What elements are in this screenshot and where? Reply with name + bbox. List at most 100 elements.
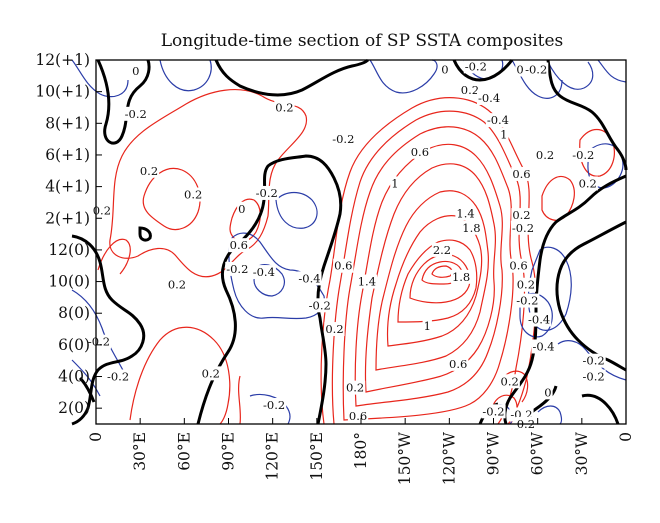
zero-contour xyxy=(555,220,627,372)
contour-label: -0.2 xyxy=(583,354,605,368)
contour-label: 0.6 xyxy=(449,357,467,371)
negative-contour xyxy=(159,59,212,92)
contour-label: -0.4 xyxy=(298,271,320,285)
contour-label: 0.2 xyxy=(579,176,597,190)
positive-contour xyxy=(129,326,231,425)
zero-contour xyxy=(503,174,627,425)
contour-label: 0 xyxy=(132,64,139,78)
contour-label: 0.2 xyxy=(512,208,530,222)
contour-label-bg xyxy=(511,208,532,223)
contour-label-bg xyxy=(448,356,469,371)
x-tick-label: 120°W xyxy=(440,432,458,485)
y-tick-label: 4(0) xyxy=(58,368,90,386)
y-tick-label: 12(+1) xyxy=(35,51,90,69)
positive-contour xyxy=(237,375,242,425)
positive-contour xyxy=(229,198,261,242)
contour-label-bg xyxy=(511,166,532,181)
x-tick-label: 150°W xyxy=(396,432,414,485)
y-tick-label: 8(+1) xyxy=(45,114,90,132)
contour-label-bg xyxy=(476,90,502,105)
contour-label-bg xyxy=(508,258,529,273)
contour-label-bg xyxy=(531,339,556,354)
contour-label-bg xyxy=(527,312,552,327)
y-tick-label: 2(0) xyxy=(58,399,90,417)
contour-label-bg xyxy=(183,187,204,202)
contour-label: -0.2 xyxy=(512,221,534,235)
contour-label: 1 xyxy=(500,127,507,141)
zero-contour xyxy=(138,226,152,242)
contour-label-bg xyxy=(324,322,345,337)
contour-label: -0.4 xyxy=(532,339,554,353)
contour-label-bg xyxy=(105,369,131,384)
contour-label-bg xyxy=(390,176,400,191)
contour-label-bg xyxy=(262,398,287,413)
positive-contour xyxy=(397,239,478,323)
contour-label: 0.2 xyxy=(346,381,364,395)
contour-label: 0.6 xyxy=(334,259,352,273)
contour-label-bg xyxy=(455,206,476,221)
contour-label-bg xyxy=(431,242,453,257)
contour-label: 0.6 xyxy=(349,409,367,423)
contour-label-bg xyxy=(347,409,369,424)
contour-label: 0.2 xyxy=(536,148,554,162)
contour-label-bg xyxy=(228,238,249,253)
contour-label: 0.6 xyxy=(512,167,530,181)
contour-label: -0.2 xyxy=(332,132,354,146)
contour-label-bg xyxy=(499,127,509,142)
contour-label: -0.2 xyxy=(256,186,278,200)
zero-contour xyxy=(452,59,514,82)
contour-label-bg xyxy=(356,274,378,289)
negative-contour xyxy=(71,359,101,397)
contour-label: 0.2 xyxy=(275,100,293,114)
contour-label-bg xyxy=(581,353,606,368)
x-tick-label: 120°E xyxy=(264,432,282,481)
positive-contour xyxy=(431,265,453,278)
zero-contour xyxy=(71,234,146,426)
x-tick-label: 90°W xyxy=(485,432,503,475)
contour-label-bg xyxy=(225,261,250,276)
x-tick-label: 60°E xyxy=(175,432,193,471)
contour-label: 0 xyxy=(544,385,551,399)
contour-label: 0.2 xyxy=(461,83,479,97)
contour-label: 1 xyxy=(391,176,398,190)
contour-label-bg xyxy=(571,147,596,162)
contour-label: 0.2 xyxy=(325,322,343,336)
contour-label: -0.4 xyxy=(487,113,509,127)
negative-contour xyxy=(557,340,627,381)
y-tick-label: 2(+1) xyxy=(45,209,90,227)
contour-label-bg xyxy=(524,62,549,77)
contour-label: 1.8 xyxy=(452,270,470,284)
contour-label: -0.2 xyxy=(572,148,594,162)
plot-frame xyxy=(95,59,627,425)
negative-contour xyxy=(547,61,594,90)
negative-contour xyxy=(597,59,627,83)
contour-label: 1.4 xyxy=(358,275,376,289)
y-tick-label: 6(0) xyxy=(58,336,90,354)
negative-contour xyxy=(537,405,563,425)
negative-contour xyxy=(275,191,318,229)
contour-label: 0.2 xyxy=(501,374,519,388)
y-tick-label: 10(0) xyxy=(48,273,90,291)
contour-label-bg xyxy=(251,265,276,280)
contour-label: -0.2 xyxy=(125,107,147,121)
contour-label-bg xyxy=(344,380,366,395)
positive-contour xyxy=(579,128,615,177)
positive-contour xyxy=(409,253,471,304)
contour-label: 0.2 xyxy=(168,278,186,292)
contour-label: -0.2 xyxy=(226,262,248,276)
zero-contour xyxy=(214,58,370,97)
positive-contour xyxy=(375,190,489,371)
negative-contour xyxy=(71,59,129,98)
positive-contour xyxy=(331,110,526,425)
contour-label-bg xyxy=(510,220,536,235)
zero-contours xyxy=(71,58,628,426)
positive-contour xyxy=(354,143,503,407)
contour-label-bg xyxy=(138,163,160,178)
contour-label-bg xyxy=(515,277,537,292)
contour-label: -0.2 xyxy=(309,298,331,312)
contour-label: 1 xyxy=(424,319,431,333)
contour-label: 0.6 xyxy=(230,238,248,252)
contour-label-bg xyxy=(440,62,450,77)
contour-label-bg xyxy=(237,201,247,216)
